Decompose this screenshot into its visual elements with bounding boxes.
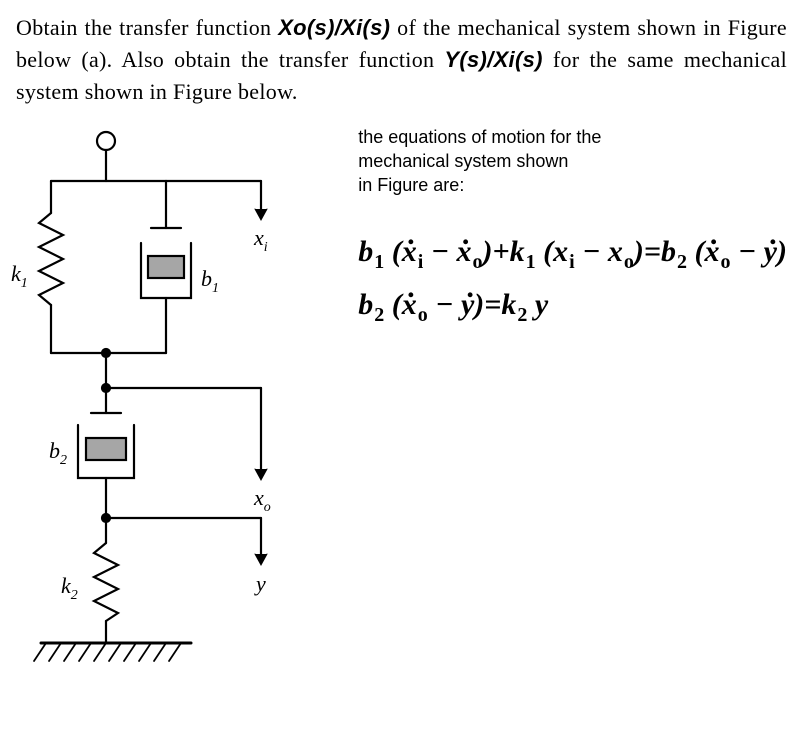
caption-line: mechanical system shown bbox=[358, 149, 787, 173]
equations-block: b1 (xi − xo)+k1 (xi − xo)=b2 (xo − y) b2… bbox=[358, 226, 787, 332]
label-xo: xo bbox=[253, 485, 271, 515]
transfer-function-1: Xo(s)/Xi(s) bbox=[278, 15, 390, 40]
problem-statement: Obtain the transfer function Xo(s)/Xi(s)… bbox=[16, 12, 787, 108]
figure-column: k1 b1 b2 k2 xi xo y bbox=[16, 123, 340, 683]
label-k1: k1 bbox=[11, 261, 28, 291]
caption-line: in Figure are: bbox=[358, 173, 787, 197]
label-y: y bbox=[254, 571, 266, 596]
transfer-function-2: Y(s)/Xi(s) bbox=[444, 47, 542, 72]
equation-1: b1 (xi − xo)+k1 (xi − xo)=b2 (xo − y) bbox=[358, 226, 787, 279]
page-root: Obtain the transfer function Xo(s)/Xi(s)… bbox=[0, 0, 803, 749]
equation-2: b2 (xo − y)=k2 y bbox=[358, 279, 787, 332]
label-k2: k2 bbox=[61, 573, 78, 603]
caption-line: the equations of motion for the bbox=[358, 125, 787, 149]
content-columns: k1 b1 b2 k2 xi xo y the equations of mot… bbox=[16, 123, 787, 683]
equations-caption: the equations of motion for the mechanic… bbox=[358, 125, 787, 198]
mechanical-system-diagram: k1 b1 b2 k2 xi xo y bbox=[6, 123, 336, 683]
label-b2: b2 bbox=[49, 438, 67, 468]
label-b1: b1 bbox=[201, 266, 219, 296]
text-fragment: Obtain the transfer function bbox=[16, 15, 278, 40]
label-xi: xi bbox=[253, 225, 268, 255]
equations-column: the equations of motion for the mechanic… bbox=[340, 123, 787, 683]
